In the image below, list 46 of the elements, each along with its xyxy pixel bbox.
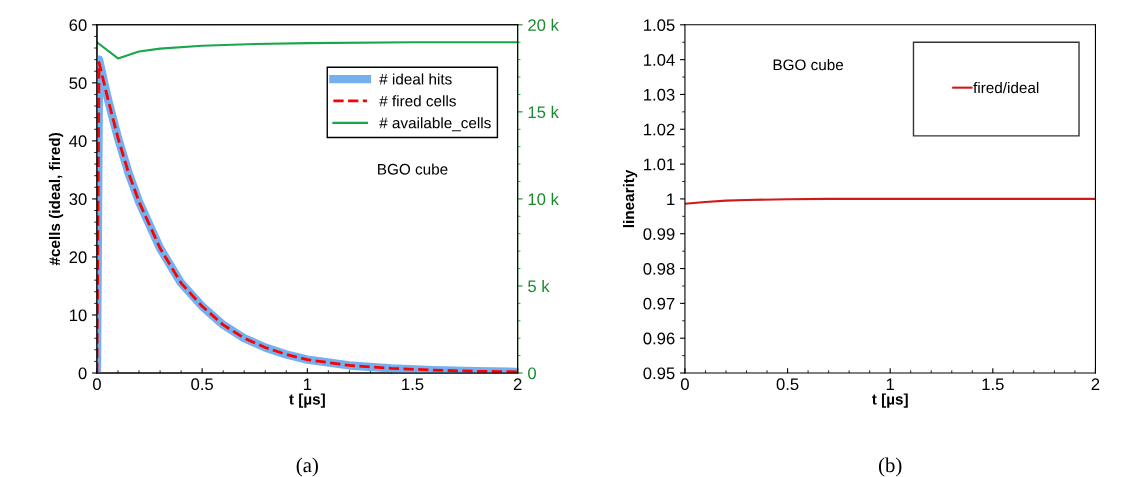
y-tick-label: 40 [69, 135, 87, 148]
y-tick-label: 0.96 [643, 332, 675, 345]
y-tick-label: 50 [69, 77, 87, 90]
x-tick-label: 2 [513, 378, 522, 390]
x-tick-label: 2 [1091, 378, 1100, 390]
y2-tick-label: 20 k [528, 18, 559, 32]
x-axis-title: t [µs] [871, 393, 908, 408]
y-tick-label: 1.05 [644, 19, 675, 32]
y-axis-title: linearity [622, 169, 638, 228]
y-axis-title: #cells (ideal, fired) [48, 133, 64, 266]
y-tick-label: 1.03 [644, 88, 675, 101]
y-tick-label: 1.02 [644, 123, 675, 136]
y-tick-label: 20 [69, 251, 87, 264]
text: (b) [878, 457, 902, 477]
text: (a) [296, 457, 318, 477]
y-tick-label: 0 [78, 367, 87, 380]
legend-label: # fired cells [379, 95, 456, 107]
x-tick-label: 1 [886, 378, 895, 390]
legend-label: # available_cells [379, 117, 491, 132]
x-tick-label: 0.5 [776, 378, 799, 391]
legend-label: fired/ideal [973, 81, 1039, 94]
y-tick-label: 1 [667, 193, 675, 205]
y2-tick-label: 0 [528, 367, 537, 380]
x-tick-label: 1 [303, 378, 312, 390]
y-tick-label: 0.97 [643, 297, 675, 310]
x-axis-title: t [µs] [289, 393, 325, 408]
y-tick-label: 10 [69, 309, 87, 322]
x-tick-label: 1.5 [402, 378, 424, 391]
y2-tick-label: 15 k [528, 105, 559, 119]
annotation: BGO cube [773, 59, 844, 71]
y2-tick-label: 5 k [528, 279, 550, 293]
y-tick-label: 0.95 [643, 367, 675, 380]
y-tick-label: 60 [69, 19, 87, 32]
x-tick-label: 1.5 [982, 378, 1004, 391]
x-tick-label: 0 [92, 378, 101, 391]
annotation: BGO cube [378, 163, 448, 175]
y-tick-label: 0.99 [643, 228, 675, 240]
line-series [96, 41, 518, 60]
y-tick-label: 1.01 [644, 158, 675, 171]
y-tick-label: 0.98 [643, 262, 675, 275]
legend-label: # ideal hits [379, 73, 452, 85]
y-tick-label: 30 [69, 193, 87, 206]
x-tick-label: 0 [680, 378, 689, 391]
x-tick-label: 0.5 [191, 378, 214, 391]
y-tick-label: 1.04 [644, 54, 675, 66]
y2-tick-label: 10 k [528, 192, 559, 206]
